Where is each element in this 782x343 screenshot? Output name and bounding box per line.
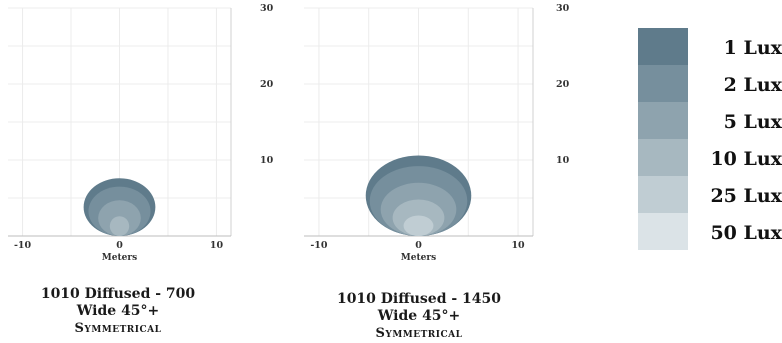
chart2-caption: 1010 Diffused - 1450 Wide 45°+ Symmetric… [314,291,524,342]
chart1-caption: 1010 Diffused - 700 Wide 45°+ Symmetrica… [18,286,218,337]
chart2-title: 1010 Diffused - 1450 [336,291,502,307]
legend-swatch [638,65,688,102]
legend-swatch [638,28,688,65]
x-tick-label: 10 [210,240,224,251]
y-tick-label: 10 [260,155,274,166]
y-tick-label: 10 [556,155,570,166]
legend-label: 2 Lux [723,74,782,96]
legend-swatch [638,139,688,176]
legend-item: 10 Lux [638,139,782,176]
legend-swatch [638,102,688,139]
chart1-subtitle: Wide 45°+ [76,303,160,319]
x-axis-title: Meters [102,253,137,263]
x-tick-label: 0 [415,240,422,251]
legend-swatch [638,176,688,213]
legend-item: 1 Lux [638,28,782,65]
legend-label: 25 Lux [710,185,782,207]
legend-item: 2 Lux [638,65,782,102]
y-tick-label: 30 [260,3,274,14]
lux-contour [109,216,130,236]
x-axis-title: Meters [401,253,436,263]
legend-item: 50 Lux [638,213,782,250]
legend-label: 5 Lux [723,111,782,133]
x-tick-label: -10 [310,240,328,251]
chart1-title: 1010 Diffused - 700 [40,286,196,302]
y-tick-label: 30 [556,3,570,14]
legend-swatch [638,213,688,250]
lux-contour [403,215,434,237]
chart2-subtitle: Wide 45°+ [377,308,461,324]
x-tick-label: 10 [511,240,525,251]
chart2-distribution: Symmetrical [375,326,463,341]
legend-item: 25 Lux [638,176,782,213]
legend-label: 50 Lux [710,222,782,244]
legend-item: 5 Lux [638,102,782,139]
lux-legend: 1 Lux 2 Lux 5 Lux 10 Lux 25 Lux 50 Lux [638,28,782,250]
chart1-distribution: Symmetrical [74,321,162,336]
legend-label: 1 Lux [723,37,782,59]
x-tick-label: 0 [116,240,123,251]
legend-label: 10 Lux [710,148,782,170]
y-tick-label: 20 [260,79,274,90]
x-tick-label: -10 [14,240,32,251]
y-tick-label: 20 [556,79,570,90]
